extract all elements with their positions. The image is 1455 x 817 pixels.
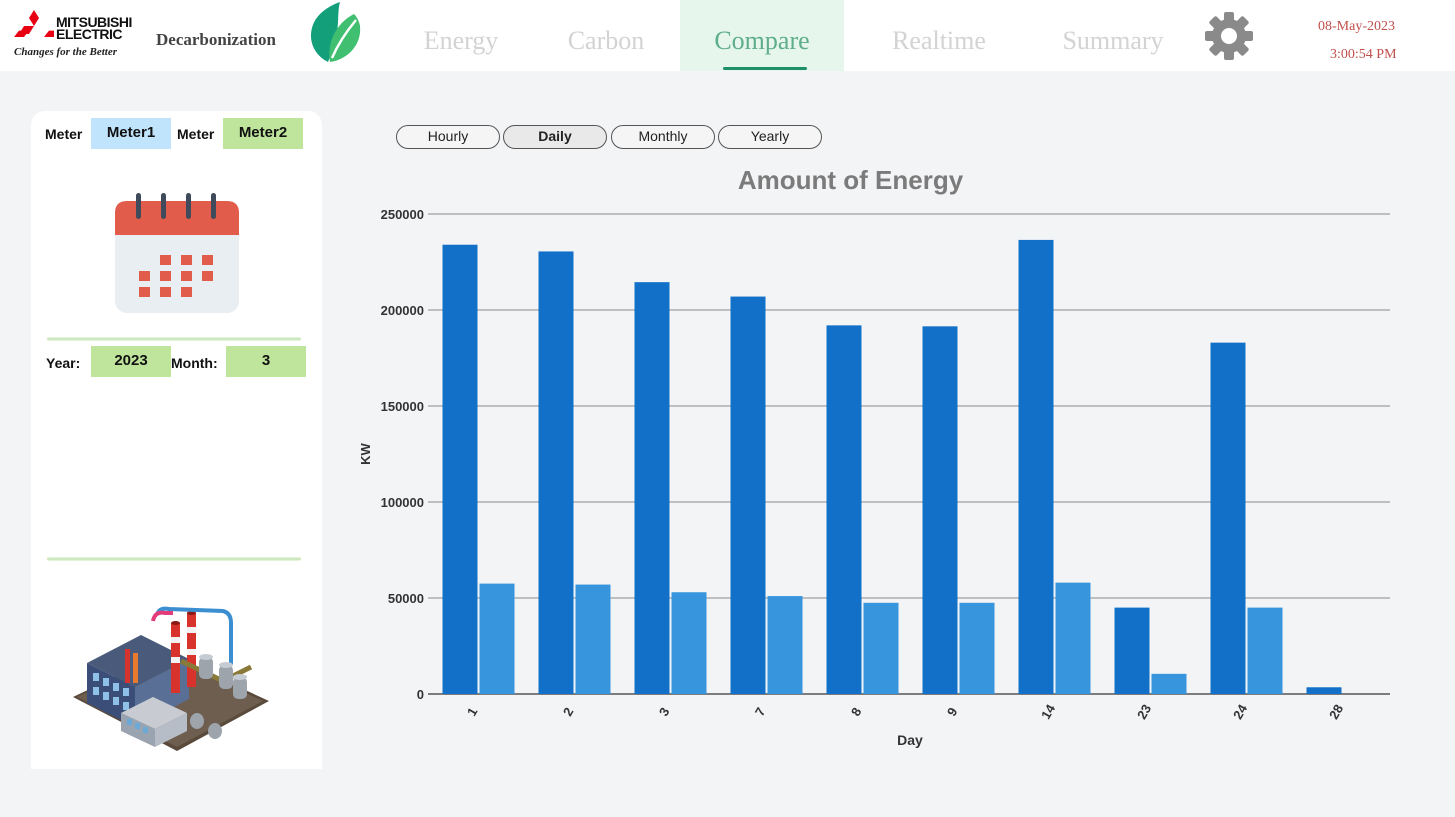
tab-compare[interactable]: Compare [680, 0, 844, 71]
y-tick-label: 100000 [381, 495, 424, 510]
month-label: Month: [171, 355, 218, 371]
brand-line-2: ELECTRIC [56, 26, 122, 42]
bar-meter1 [826, 325, 862, 694]
y-tick-label: 250000 [381, 207, 424, 222]
bar-meter1 [1306, 687, 1342, 694]
brand-tagline: Changes for the Better [14, 46, 117, 58]
three-diamonds-icon [14, 10, 54, 38]
bar-meter1 [730, 296, 766, 694]
year-label: Year: [46, 355, 81, 371]
meter2-select[interactable]: Meter2 [223, 118, 303, 149]
y-tick-label: 0 [417, 687, 424, 702]
top-header: MITSUBISHI ELECTRIC Changes for the Bett… [0, 0, 1455, 71]
chart-title-row: Amount of Energy [0, 165, 1455, 196]
current-date: 08-May-2023 [1318, 19, 1395, 34]
tab-carbon[interactable]: Carbon [567, 26, 645, 55]
bar-meter2 [1151, 673, 1187, 694]
meter1-select[interactable]: Meter1 [91, 118, 171, 149]
bar-meter1 [634, 282, 670, 694]
period-hourly-button[interactable]: Hourly [396, 125, 500, 149]
gear-icon[interactable] [1204, 12, 1254, 60]
bar-meter1 [922, 326, 958, 694]
filter-panel: Meter Meter1 Meter Meter2 Year: 2023 Mon… [31, 111, 322, 769]
x-tick-label: 2 [560, 705, 577, 719]
tab-energy[interactable]: Energy [423, 26, 499, 55]
bar-meter2 [575, 584, 611, 694]
month-input[interactable]: 3 [226, 346, 306, 377]
brand-line-1: MITSUBISHI [56, 14, 132, 30]
bar-meter2 [479, 583, 515, 694]
calendar-icon[interactable] [113, 193, 241, 315]
bar-meter2 [1247, 607, 1283, 694]
bar-meter1 [1210, 342, 1246, 694]
leaf-icon [310, 2, 361, 62]
current-time: 3:00:54 PM [1330, 47, 1397, 62]
period-yearly-button[interactable]: Yearly [718, 125, 822, 149]
bar-meter2 [959, 602, 995, 694]
y-axis-title: KW [358, 442, 373, 464]
year-input[interactable]: 2023 [91, 346, 171, 377]
app-title: Decarbonization [156, 30, 276, 49]
y-tick-label: 150000 [381, 399, 424, 414]
x-tick-label: 8 [848, 705, 865, 719]
bar-meter2 [1055, 582, 1091, 694]
x-tick-label: 24 [1230, 701, 1251, 722]
x-tick-label: 23 [1134, 702, 1154, 722]
bar-meter1 [1018, 239, 1054, 695]
bar-meter2 [671, 592, 707, 694]
bar-meter2 [767, 596, 803, 694]
tab-realtime[interactable]: Realtime [892, 26, 986, 55]
bar-meter1 [442, 244, 478, 694]
x-tick-label: 14 [1038, 701, 1059, 722]
tab-summary[interactable]: Summary [1062, 26, 1164, 55]
chart-title: Amount of Energy [737, 165, 964, 195]
panel-divider [47, 557, 301, 561]
factory-icon [73, 606, 269, 751]
period-daily-button[interactable]: Daily [503, 125, 607, 149]
y-tick-label: 50000 [388, 591, 424, 606]
meter2-label: Meter [177, 126, 215, 142]
x-tick-label: 7 [752, 705, 769, 719]
x-tick-label: 3 [656, 705, 673, 719]
period-monthly-button[interactable]: Monthly [611, 125, 715, 149]
bar-meter1 [1114, 607, 1150, 694]
bar-meter2 [863, 602, 899, 694]
active-tab-indicator [723, 67, 807, 70]
x-axis-title: Day [897, 732, 923, 748]
x-tick-label: 1 [464, 705, 481, 719]
y-tick-label: 200000 [381, 303, 424, 318]
panel-divider [47, 337, 301, 341]
tab-compare-label: Compare [714, 26, 810, 55]
mitsubishi-logo: MITSUBISHI ELECTRIC Changes for the Bett… [14, 10, 134, 60]
meter1-label: Meter [45, 126, 83, 142]
x-tick-label: 9 [944, 705, 961, 719]
x-tick-label: 28 [1326, 702, 1346, 722]
bar-meter1 [538, 251, 574, 694]
